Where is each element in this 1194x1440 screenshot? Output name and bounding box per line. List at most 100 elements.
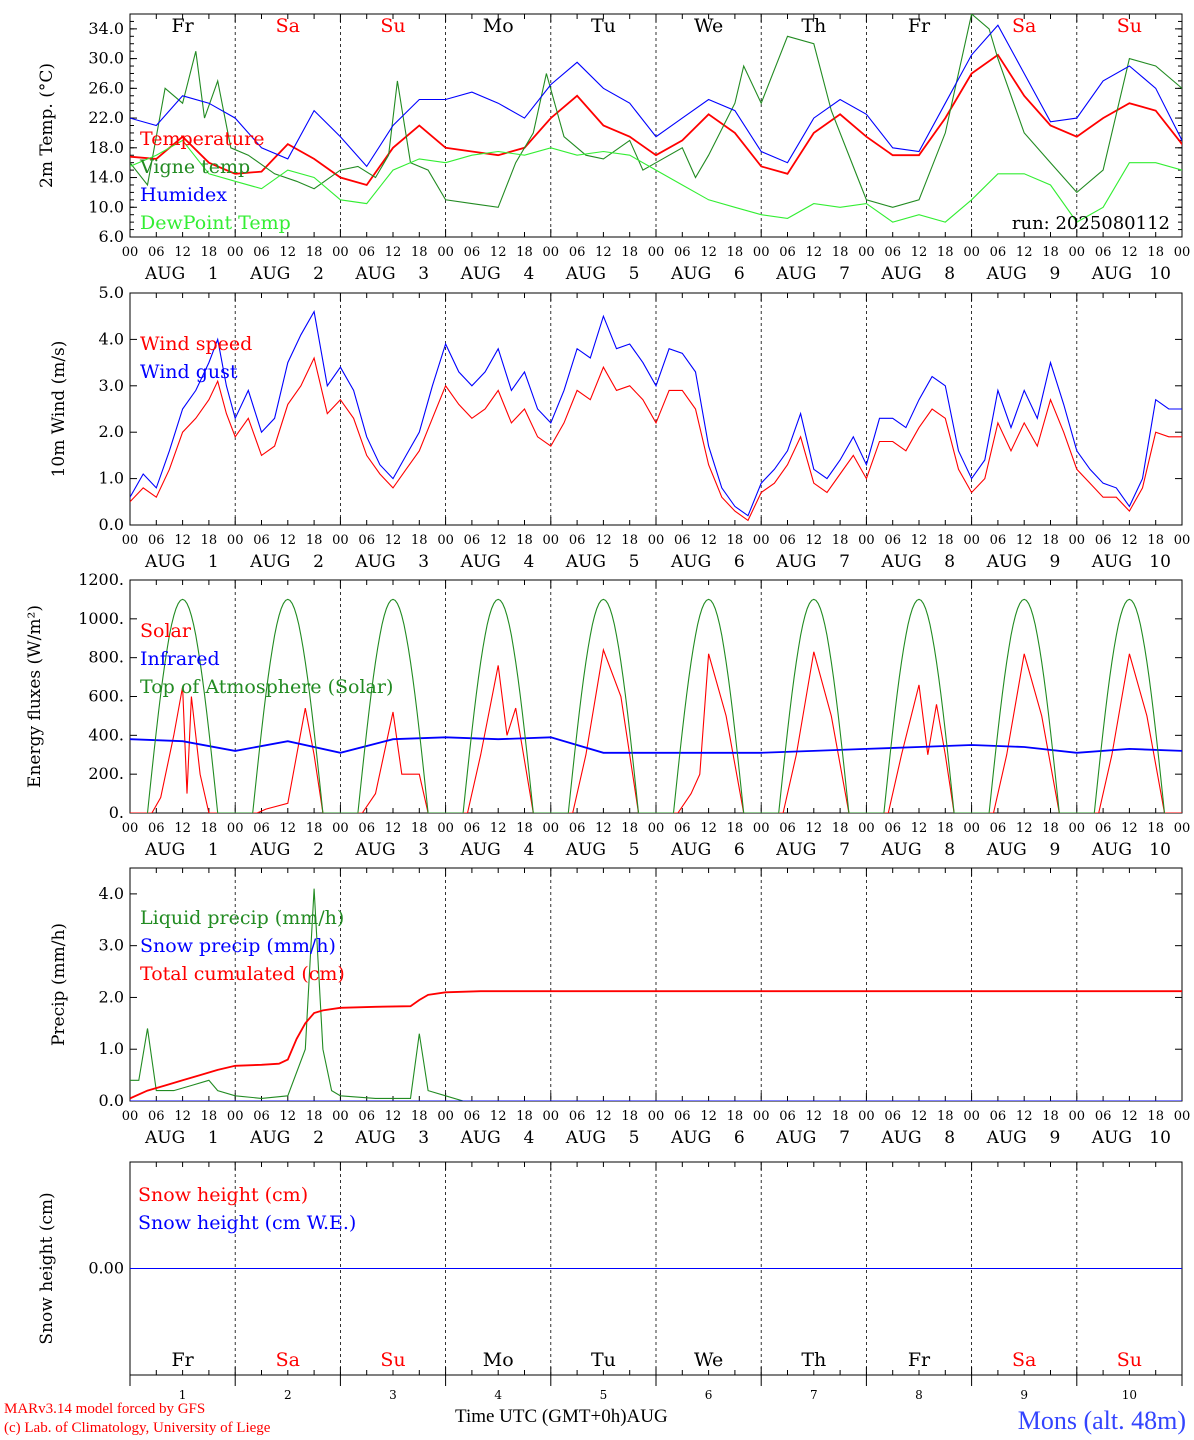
x-hour-label: 18 <box>937 821 954 836</box>
legend-entry: DewPoint Temp <box>140 212 291 234</box>
x-hour-label: 00 <box>648 245 665 260</box>
x-hour-label: 12 <box>280 1109 297 1124</box>
x-hour-label: 12 <box>1121 821 1138 836</box>
x-hour-label: 18 <box>1042 245 1059 260</box>
x-month-label: AUG <box>460 1128 501 1148</box>
x-hour-label: 12 <box>385 245 402 260</box>
x-hour-label: 00 <box>753 533 770 548</box>
y-axis-label: Snow height (cm) <box>37 1192 57 1344</box>
x-hour-label: 06 <box>148 821 165 836</box>
bottom-date-label: 5 <box>600 1388 608 1402</box>
x-hour-label: 12 <box>911 245 928 260</box>
x-hour-label: 06 <box>253 245 270 260</box>
x-month-label: AUG <box>354 264 395 284</box>
x-hour-label: 18 <box>306 1109 323 1124</box>
y-tick-label: 0.0 <box>99 515 124 534</box>
legend-entry: Infrared <box>140 648 220 670</box>
y-axis-label: Energy fluxes (W/m²) <box>25 605 45 788</box>
x-hour-label: 12 <box>911 1109 928 1124</box>
x-hour-label: 18 <box>411 245 428 260</box>
run-label: run: 2025080112 <box>1012 213 1170 234</box>
x-day-label: 10 <box>1149 840 1171 860</box>
x-day-label: 5 <box>629 1128 640 1148</box>
x-day-label: 6 <box>734 840 745 860</box>
x-hour-label: 18 <box>1147 533 1164 548</box>
x-hour-label: 18 <box>1042 1109 1059 1124</box>
y-axis-label: 2m Temp. (°C) <box>37 63 57 188</box>
x-hour-label: 06 <box>674 533 691 548</box>
y-tick-label: 800. <box>88 648 124 667</box>
x-hour-label: 00 <box>1069 1109 1086 1124</box>
x-month-label: AUG <box>144 264 185 284</box>
y-tick-label: 14.0 <box>88 168 124 187</box>
x-hour-label: 00 <box>858 821 875 836</box>
x-hour-label: 12 <box>1121 533 1138 548</box>
x-hour-label: 00 <box>122 1109 139 1124</box>
x-hour-label: 12 <box>490 1109 507 1124</box>
series-line <box>130 14 1182 208</box>
x-day-label: 3 <box>418 840 429 860</box>
x-hour-label: 12 <box>700 821 717 836</box>
x-hour-label: 06 <box>1095 533 1112 548</box>
x-hour-label: 18 <box>832 245 849 260</box>
x-hour-label: 00 <box>963 245 980 260</box>
y-tick-label: 4.0 <box>99 884 124 903</box>
dow-label-top: Fr <box>908 15 931 37</box>
y-tick-label: 4.0 <box>99 329 124 348</box>
x-hour-label: 06 <box>674 245 691 260</box>
bottom-date-label: 7 <box>810 1388 818 1402</box>
series-line <box>130 990 1182 1100</box>
x-day-label: 6 <box>734 1128 745 1148</box>
x-month-label: AUG <box>775 552 816 572</box>
x-hour-label: 18 <box>1042 533 1059 548</box>
x-hour-label: 06 <box>464 1109 481 1124</box>
x-hour-label: 00 <box>227 821 244 836</box>
x-month-label: AUG <box>460 840 501 860</box>
x-hour-label: 00 <box>1174 245 1191 260</box>
x-hour-label: 00 <box>753 245 770 260</box>
dow-label-bottom: Sa <box>1012 1349 1036 1371</box>
legend-entry: Snow height (cm) <box>138 1184 308 1206</box>
x-hour-label: 12 <box>595 821 612 836</box>
legend-entry: Humidex <box>140 184 227 206</box>
x-hour-label: 18 <box>1147 245 1164 260</box>
x-hour-label: 12 <box>1016 245 1033 260</box>
x-month-label: AUG <box>986 552 1027 572</box>
x-hour-label: 00 <box>437 533 454 548</box>
x-hour-label: 18 <box>1147 1109 1164 1124</box>
x-hour-label: 00 <box>648 533 665 548</box>
x-day-label: 5 <box>629 264 640 284</box>
x-hour-label: 00 <box>332 533 349 548</box>
series-line <box>130 888 1182 1101</box>
x-day-label: 7 <box>839 1128 850 1148</box>
x-month-label: AUG <box>1091 840 1132 860</box>
legend-entry: Snow precip (mm/h) <box>140 935 336 957</box>
bottom-date-label: 9 <box>1020 1388 1028 1402</box>
x-hour-label: 18 <box>516 245 533 260</box>
y-axis-label: 10m Wind (m/s) <box>49 341 69 478</box>
x-month-label: AUG <box>986 1128 1027 1148</box>
x-hour-label: 18 <box>621 1109 638 1124</box>
dow-label-top: Sa <box>1012 15 1036 37</box>
x-hour-label: 06 <box>990 821 1007 836</box>
x-hour-label: 00 <box>1069 245 1086 260</box>
x-hour-label: 12 <box>1121 245 1138 260</box>
y-tick-label: 18.0 <box>88 138 124 157</box>
x-hour-label: 12 <box>174 821 191 836</box>
dow-label-bottom: Tu <box>591 1349 616 1371</box>
dow-label-top: Su <box>380 15 405 37</box>
x-hour-label: 00 <box>858 533 875 548</box>
x-hour-label: 06 <box>569 533 586 548</box>
x-hour-label: 06 <box>779 245 796 260</box>
x-hour-label: 00 <box>332 1109 349 1124</box>
x-hour-label: 06 <box>358 245 375 260</box>
x-hour-label: 00 <box>1174 1109 1191 1124</box>
y-axis-label: Precip (mm/h) <box>49 923 69 1046</box>
x-hour-label: 12 <box>700 245 717 260</box>
x-hour-label: 06 <box>884 245 901 260</box>
x-month-label: AUG <box>670 264 711 284</box>
y-tick-label: 10.0 <box>88 197 124 216</box>
x-hour-label: 06 <box>148 245 165 260</box>
x-month-label: AUG <box>670 840 711 860</box>
series-line <box>130 139 1182 223</box>
